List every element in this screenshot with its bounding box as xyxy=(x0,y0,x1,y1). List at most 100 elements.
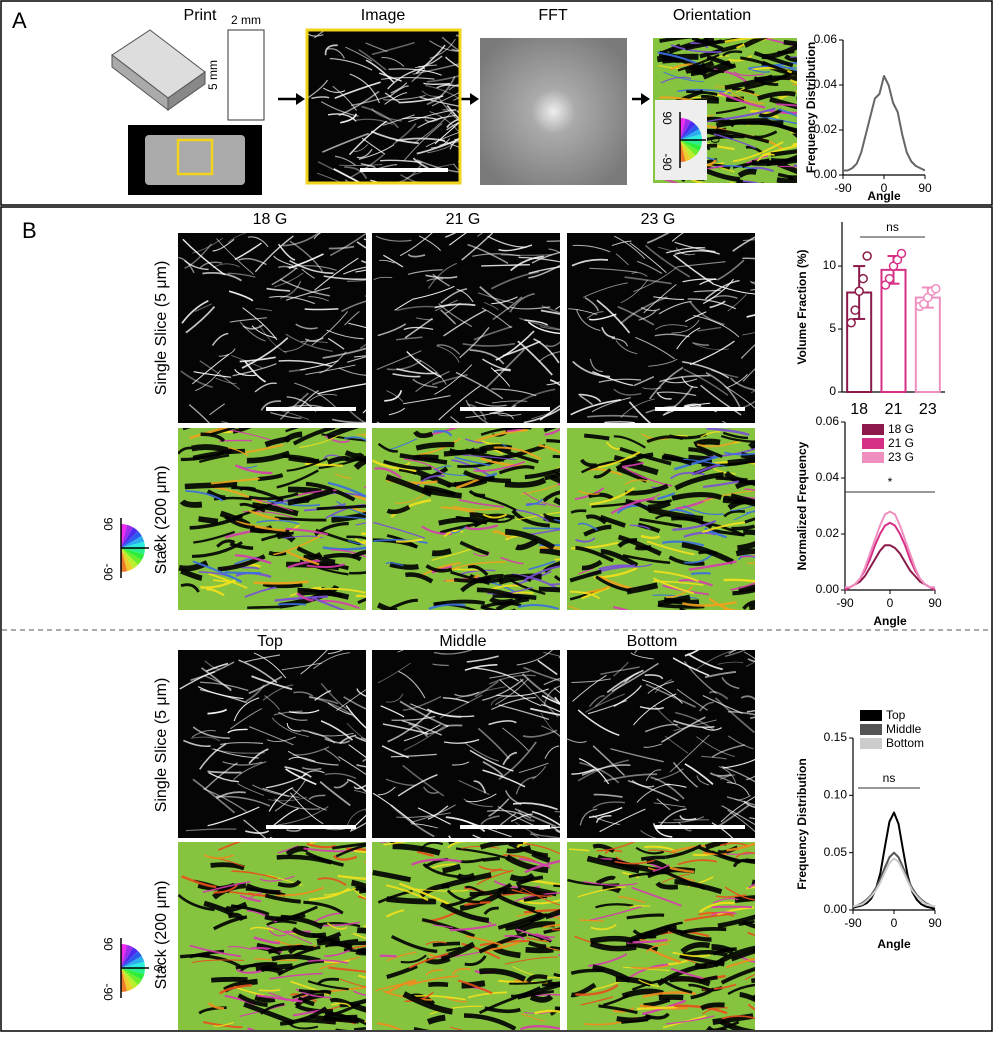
fiber xyxy=(427,805,449,820)
fiber xyxy=(249,726,294,746)
fiber xyxy=(463,798,493,808)
fiber xyxy=(635,336,675,360)
fiber xyxy=(737,554,755,561)
fiber xyxy=(646,435,684,444)
fiber xyxy=(317,161,335,171)
fiber xyxy=(443,447,487,457)
legend-swatch xyxy=(860,710,882,721)
fiber xyxy=(724,470,748,484)
fiber xyxy=(274,779,306,812)
fiber xyxy=(451,48,460,52)
fiber xyxy=(324,435,350,443)
fiber xyxy=(464,742,499,762)
image-texture xyxy=(178,233,366,423)
fiber xyxy=(373,276,393,281)
fiber xyxy=(519,899,560,905)
color-wheel-wedge xyxy=(121,947,138,968)
fiber xyxy=(395,493,425,504)
fiber xyxy=(695,650,737,671)
fiber xyxy=(332,842,366,850)
fiber xyxy=(453,163,460,173)
fiber xyxy=(357,895,366,900)
row-label: Single Slice (5 μm) xyxy=(153,261,170,396)
fiber xyxy=(750,978,755,984)
fiber xyxy=(636,1005,677,1011)
fiber xyxy=(691,572,711,575)
fiber xyxy=(702,278,734,305)
fiber xyxy=(345,705,366,729)
fiber xyxy=(189,428,229,440)
fiber xyxy=(510,813,533,822)
row-label: Stack (200 μm) xyxy=(153,881,170,990)
fiber xyxy=(540,712,560,738)
fiber xyxy=(533,338,560,364)
fiber xyxy=(411,858,462,866)
fiber xyxy=(630,923,678,942)
color-wheel-wedge xyxy=(121,548,142,565)
fiber xyxy=(416,850,434,857)
fiber xyxy=(306,563,346,569)
fiber xyxy=(453,96,460,101)
fiber xyxy=(783,39,797,47)
fiber xyxy=(669,976,711,987)
fiber xyxy=(354,144,369,153)
fiber xyxy=(195,369,221,392)
fiber xyxy=(653,704,681,729)
fiber xyxy=(253,936,280,945)
fiber xyxy=(304,462,344,467)
fiber xyxy=(577,759,630,782)
y-tick-label: 10 xyxy=(823,258,837,272)
fiber xyxy=(274,516,327,522)
fiber xyxy=(518,810,535,822)
fiber xyxy=(740,451,755,461)
fiber xyxy=(689,301,725,326)
fiber xyxy=(620,279,648,304)
fiber xyxy=(274,272,304,288)
fiber xyxy=(301,268,315,279)
fiber xyxy=(588,695,605,708)
fiber xyxy=(640,307,661,312)
fiber xyxy=(448,83,460,91)
fiber xyxy=(700,384,742,416)
fiber xyxy=(355,269,366,273)
fiber xyxy=(262,684,294,701)
fiber xyxy=(721,676,740,690)
fiber xyxy=(184,243,212,269)
fiber xyxy=(436,344,461,355)
fiber xyxy=(199,681,249,692)
data-point xyxy=(846,317,856,328)
fiber xyxy=(345,455,366,462)
fiber xyxy=(354,790,366,794)
fiber xyxy=(277,959,325,977)
fiber xyxy=(361,105,399,129)
fiber xyxy=(355,594,366,598)
fiber xyxy=(546,240,560,243)
line-series xyxy=(852,857,936,908)
fiber xyxy=(245,883,281,895)
fiber xyxy=(184,481,238,490)
fiber xyxy=(666,247,706,254)
fiber xyxy=(524,319,549,326)
fiber xyxy=(211,976,248,983)
fiber xyxy=(425,274,458,279)
color-wheel-wedge xyxy=(121,968,128,992)
fiber xyxy=(645,769,662,782)
fiber xyxy=(454,691,480,697)
fiber xyxy=(199,360,241,390)
fiber xyxy=(747,1003,755,1011)
fiber xyxy=(440,941,476,961)
fiber xyxy=(213,884,238,894)
fiber xyxy=(728,89,765,105)
fiber xyxy=(727,710,755,716)
fiber xyxy=(753,51,794,68)
fiber xyxy=(588,953,628,967)
column-label: 21 G xyxy=(446,211,481,228)
fiber xyxy=(709,528,745,537)
fiber xyxy=(531,851,551,863)
fiber xyxy=(277,265,298,270)
line-series xyxy=(852,851,936,908)
fiber xyxy=(443,309,487,337)
fiber xyxy=(637,522,661,534)
fiber xyxy=(777,161,797,175)
fiber xyxy=(319,351,347,374)
